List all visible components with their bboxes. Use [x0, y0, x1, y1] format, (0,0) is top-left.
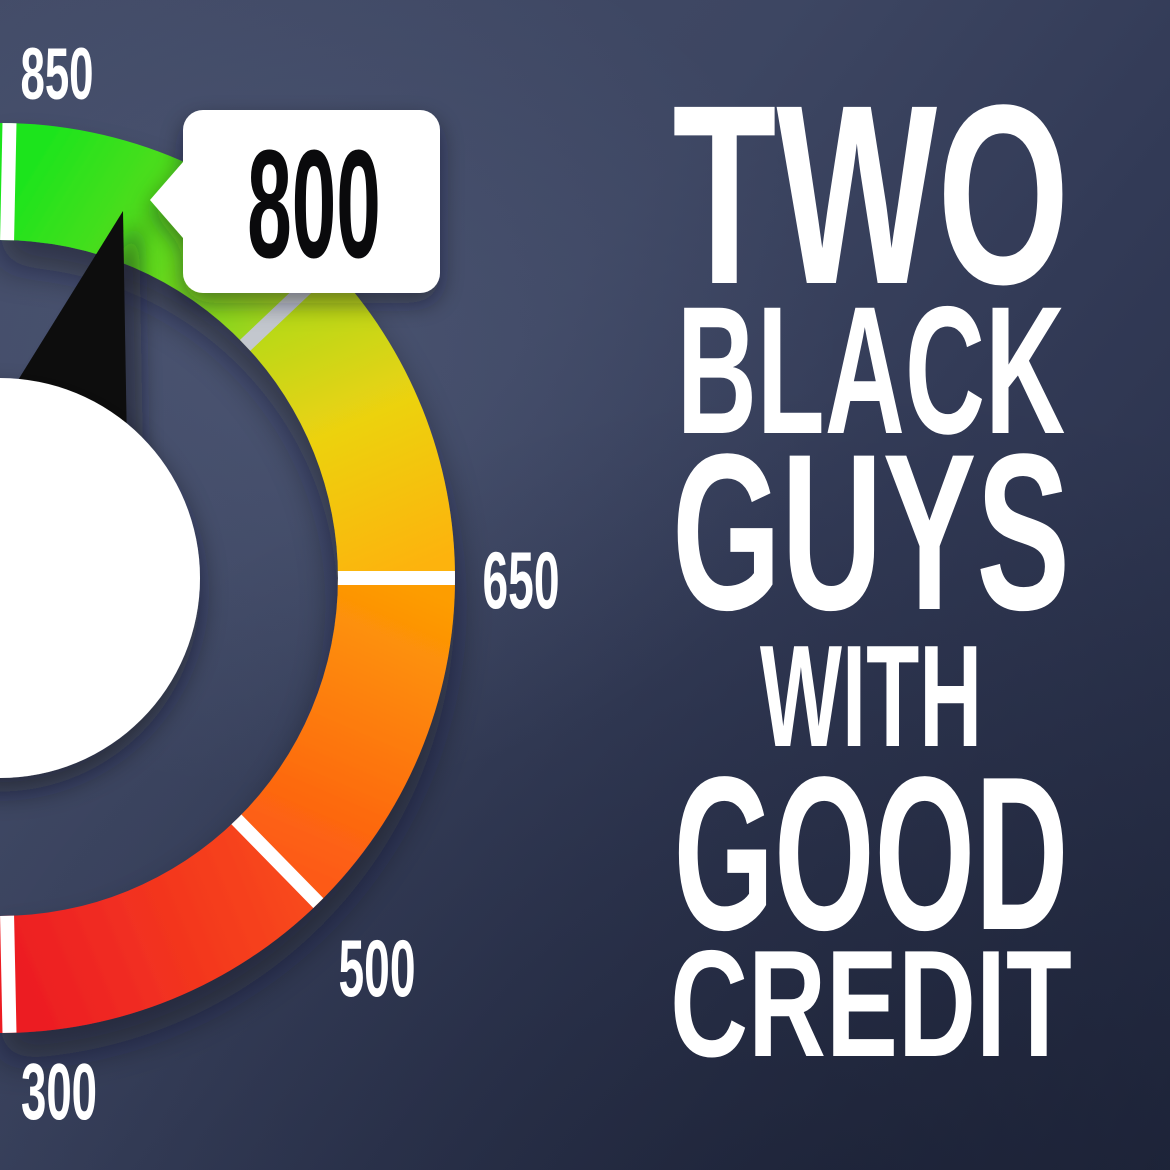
tick-850	[0, 123, 17, 259]
gauge-label-500: 500	[338, 924, 416, 1014]
gauge-segment-red	[0, 819, 319, 1033]
gauge-label-850: 850	[20, 34, 94, 115]
title-line-guys: GUYS	[671, 408, 1071, 657]
title-line-two: TWO	[672, 52, 1070, 338]
gauge-label-650: 650	[482, 536, 560, 626]
score-bubble	[150, 110, 440, 293]
score-bubble-tail	[150, 154, 190, 246]
gauge-hub-circle	[0, 378, 200, 778]
title-line-with: WITH	[759, 615, 983, 777]
title-line-black: BLACK	[676, 268, 1066, 472]
tick-500	[218, 801, 334, 919]
gauge-segment-orange	[236, 578, 456, 904]
title-line-good: GOOD	[673, 732, 1069, 976]
gauge-segment-yellow	[245, 264, 455, 578]
gauge-label-300: 300	[20, 1047, 98, 1136]
score-bubble-body	[183, 110, 440, 293]
title-line-credit: CREDIT	[670, 919, 1072, 1089]
tick-300	[0, 897, 17, 1033]
score-bubble-value: 800	[247, 118, 381, 290]
